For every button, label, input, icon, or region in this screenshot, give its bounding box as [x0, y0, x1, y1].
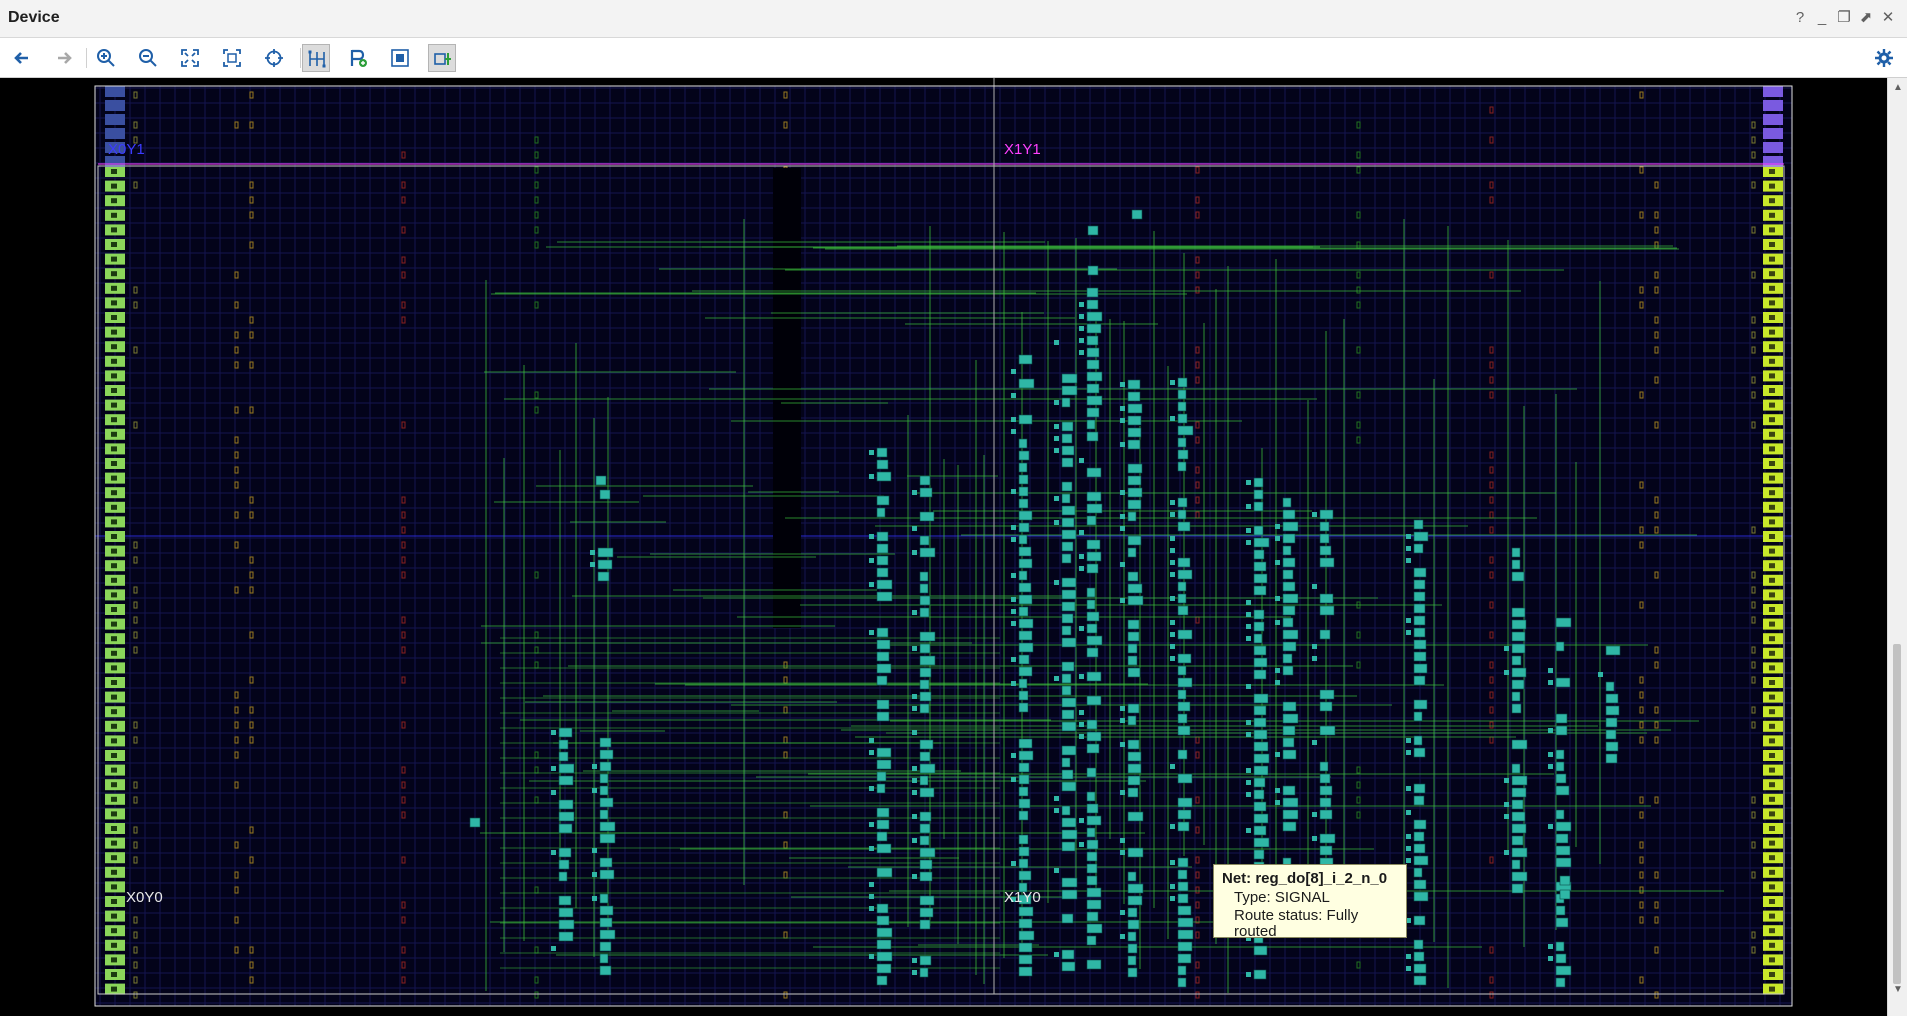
region-label-x0y0: X0Y0 — [126, 889, 163, 906]
region-label-x1y0: X1Y0 — [1004, 889, 1041, 906]
tooltip-net-name: Net: reg_do[8]_i_2_n_0 — [1222, 870, 1388, 887]
fit-icon — [181, 49, 199, 67]
scroll-up-icon[interactable]: ▲ — [1893, 82, 1903, 93]
close-button[interactable]: ✕ — [1881, 9, 1895, 26]
gear-icon — [1875, 49, 1893, 67]
cells-icon — [391, 49, 409, 67]
show-cells-button[interactable] — [386, 44, 414, 72]
device-boundary — [94, 85, 1793, 1007]
help-icon[interactable]: ? — [1795, 9, 1805, 26]
device-toolbar — [0, 38, 1907, 78]
vertical-scrollbar[interactable]: ▲ ▼ — [1887, 78, 1907, 1016]
arrow-right-icon — [58, 52, 72, 64]
crosshair-icon — [265, 49, 283, 67]
zoom-to-selected-button[interactable] — [218, 44, 246, 72]
pblock-add-icon — [350, 49, 367, 67]
draw-pblock-button[interactable] — [428, 44, 456, 72]
auto-fit-selection-button[interactable] — [260, 44, 288, 72]
zoom-selected-icon — [223, 49, 241, 67]
region-label-x0y1: X0Y1 — [108, 141, 145, 158]
draw-pblock-icon — [434, 53, 451, 65]
forward-button[interactable] — [50, 44, 78, 72]
routing-icon — [308, 50, 326, 68]
arrow-left-icon — [14, 52, 28, 64]
tooltip-net-type: Type: SIGNAL — [1234, 889, 1330, 906]
settings-button[interactable] — [1870, 44, 1894, 72]
back-button[interactable] — [8, 44, 36, 72]
scroll-down-icon[interactable]: ▼ — [1893, 984, 1903, 995]
zoom-out-icon — [139, 49, 157, 67]
restore-button[interactable]: ❐ — [1837, 9, 1851, 26]
device-floorplan[interactable]: X0Y1 X1Y1 X0Y0 X1Y0 — [0, 78, 1887, 1016]
zoom-out-button[interactable] — [134, 44, 162, 72]
tooltip-route-status: Route status: Fully routed — [1234, 907, 1359, 940]
add-pblock-button[interactable] — [344, 44, 372, 72]
window-title: Device — [8, 9, 60, 26]
routing-resources-button[interactable] — [302, 44, 330, 72]
zoom-fit-button[interactable] — [176, 44, 204, 72]
zoom-in-button[interactable] — [92, 44, 120, 72]
net-tooltip: Net: reg_do[8]_i_2_n_0 Type: SIGNAL Rout… — [1213, 864, 1407, 940]
zoom-in-icon — [97, 49, 115, 67]
device-view-canvas[interactable]: X0Y1 X1Y1 X0Y0 X1Y0 — [0, 78, 1887, 1016]
region-label-x1y1: X1Y1 — [1004, 141, 1041, 158]
float-button[interactable]: ⬈ — [1859, 9, 1873, 26]
window-titlebar: Device ? _ ❐ ⬈ ✕ — [0, 0, 1907, 38]
minimize-button[interactable]: _ — [1817, 9, 1827, 26]
scrollbar-thumb[interactable] — [1893, 644, 1901, 984]
